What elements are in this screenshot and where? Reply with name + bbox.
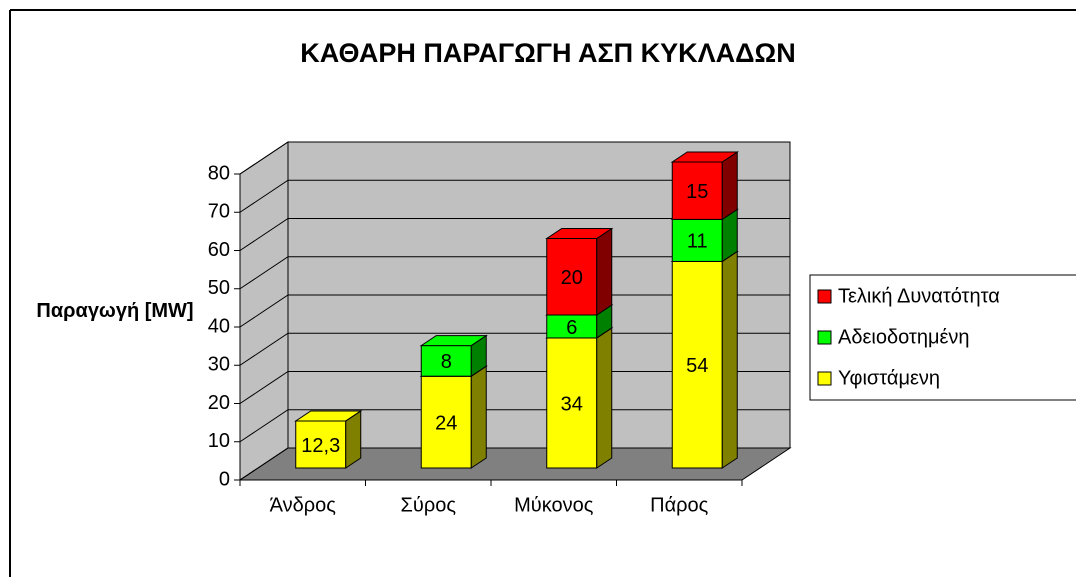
grid-line (239, 332, 790, 366)
bar-top (545, 228, 614, 239)
y-tick-label: 50 (208, 277, 230, 299)
bar-side (596, 327, 613, 469)
bar-front (546, 238, 598, 316)
bar-top (294, 410, 363, 422)
legend-swatch (817, 371, 832, 386)
grid-line (239, 218, 790, 251)
legend-label: Τελική Δυνατότητα (838, 285, 1000, 307)
legend-label: Υφιστάμενη (838, 367, 940, 389)
bar-side (721, 151, 738, 221)
y-tick-label: 70 (208, 201, 230, 223)
y-tick-label: 30 (208, 354, 230, 376)
grid-line (239, 447, 790, 481)
legend-label: Αδειοδοτημένη (838, 326, 970, 348)
legend-swatch (817, 330, 832, 345)
data-label: 8 (441, 351, 452, 373)
y-tick-label: 60 (208, 239, 230, 261)
bar-side (470, 365, 487, 469)
grid-line (239, 371, 790, 404)
y-tick-label: 10 (208, 430, 230, 452)
grid-line (239, 409, 790, 443)
chart-title: ΚΑΘΑΡΗ ΠΑΡΑΓΩΓΗ ΑΣΠ ΚΥΚΛΑΔΩΝ (300, 38, 795, 68)
data-label: 20 (561, 267, 583, 289)
data-label: 54 (686, 355, 708, 377)
y-axis-label: Παραγωγή [MW] (36, 300, 194, 322)
bar-top (670, 151, 739, 163)
legend-swatch (817, 289, 832, 304)
grid-line (239, 179, 790, 213)
y-tick-label: 20 (208, 392, 230, 414)
x-tick-label: Μύκονος (514, 494, 594, 516)
bar-top (419, 335, 488, 347)
grid-line (239, 141, 790, 175)
y-tick-label: 0 (219, 468, 230, 490)
data-label: 6 (566, 317, 577, 339)
y-tick-label: 80 (208, 162, 230, 184)
bar-front (420, 345, 472, 377)
bar-side (596, 227, 613, 316)
bar-front (671, 260, 723, 469)
data-label: 34 (561, 393, 583, 415)
grid-line (239, 256, 790, 290)
data-label: 15 (686, 181, 708, 203)
x-tick-label: Πάρος (650, 494, 709, 516)
legend-box (809, 274, 1076, 401)
y-tick-label: 40 (208, 315, 230, 337)
x-tick-label: Σύρος (401, 494, 457, 516)
data-label: 24 (435, 412, 457, 434)
x-tick-label: Άνδρος (270, 494, 337, 516)
data-label: 12,3 (301, 435, 340, 457)
bar-front (420, 375, 472, 469)
grid-line (239, 294, 790, 328)
bar-side (721, 250, 738, 469)
data-label: 11 (687, 231, 708, 253)
